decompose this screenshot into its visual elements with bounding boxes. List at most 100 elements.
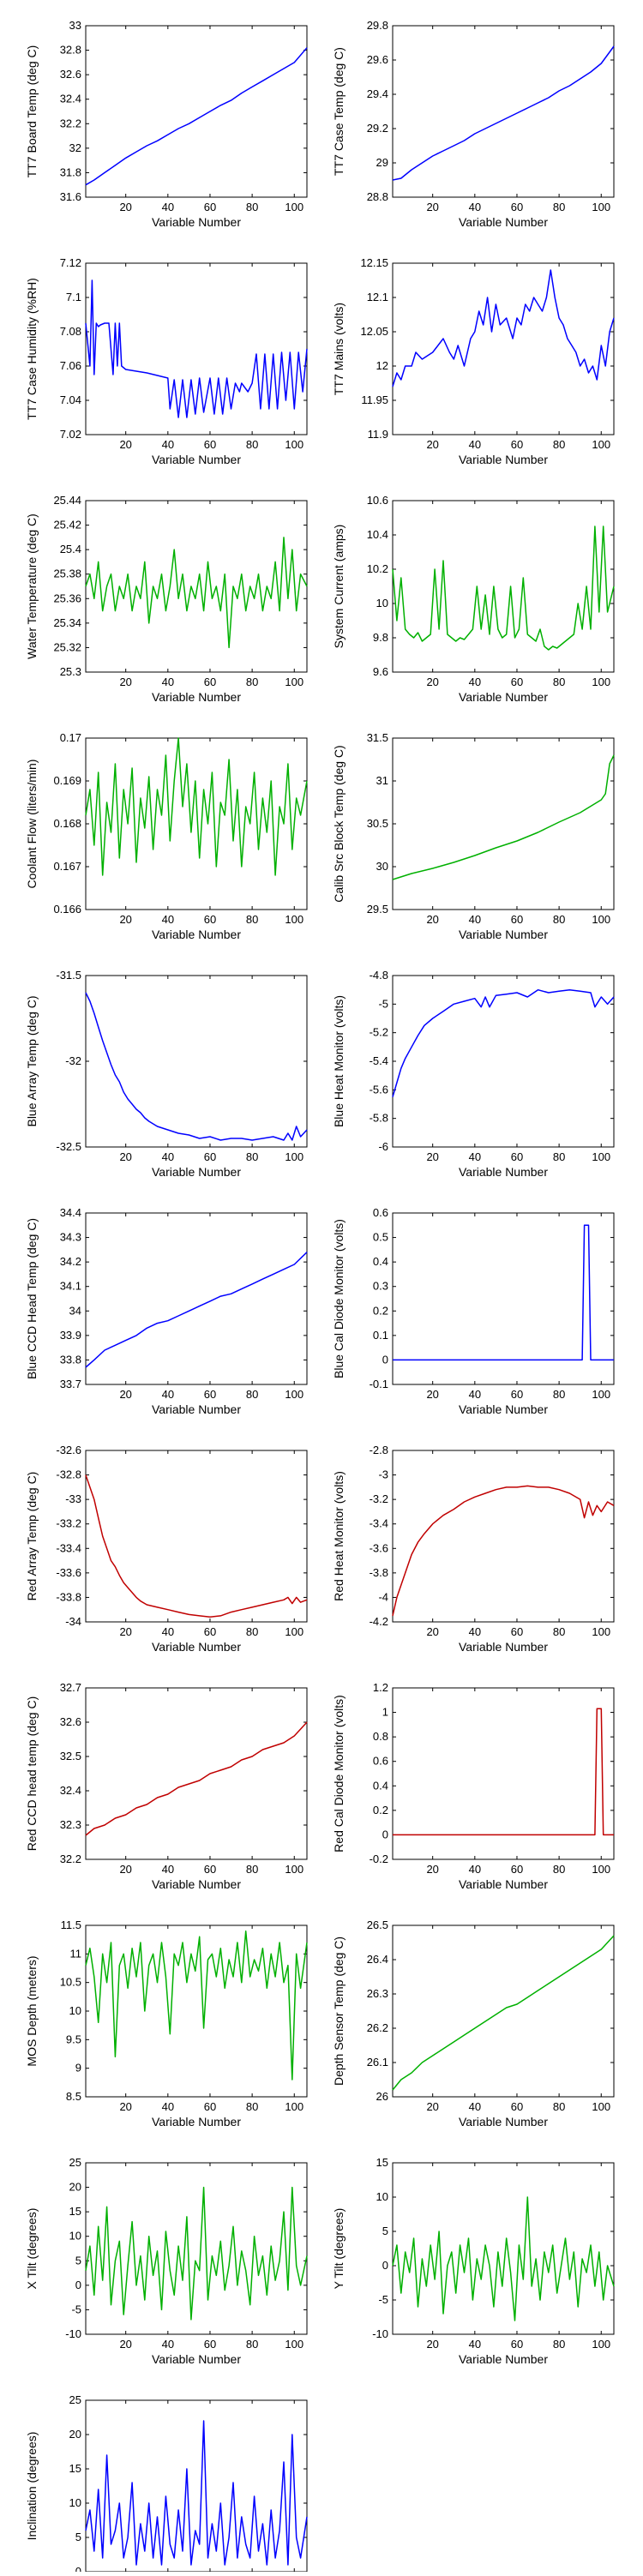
x-tick-label: 100 [285, 1863, 303, 1876]
x-tick-label: 20 [119, 2338, 131, 2351]
y-tick-label: -33 [65, 1492, 81, 1505]
chart-17: 20 40 60 80 100 8.5 9 9.5 10 10.5 11 11.5 Variable N… [25, 1918, 308, 2129]
x-tick-label: 80 [553, 1863, 565, 1876]
plot-frame [392, 1924, 615, 2098]
y-tick-label: 28.8 [367, 190, 388, 203]
x-tick-label: 100 [592, 201, 610, 213]
x-tick-label: 100 [285, 1150, 303, 1163]
y-tick-label: 32.2 [60, 1852, 81, 1865]
x-tick-label: 20 [426, 201, 438, 213]
x-tick-label: 60 [511, 201, 523, 213]
y-tick-label: -32.6 [56, 1444, 81, 1456]
y-tick-label: 20 [69, 2428, 81, 2441]
series-line [392, 525, 615, 651]
y-tick-label: 29.2 [367, 122, 388, 135]
y-tick-label: 11.95 [361, 393, 388, 406]
y-tick-label: 5 [75, 2254, 81, 2267]
chart-1: 20 40 60 80 100 31.6 31.8 32 32.2 32.4 32.6 32.8 33 V… [25, 19, 308, 229]
chart-13: 20 40 60 80 100 -34 -33.8 -33.6 -33.4 -33.2 -33 -32… [25, 1444, 308, 1654]
y-tick-label: 1.2 [373, 1681, 388, 1694]
y-tick-label: 32.4 [60, 1784, 81, 1797]
x-tick-label: 80 [246, 1625, 258, 1638]
y-tick-label: 25.32 [53, 640, 81, 653]
y-tick-label: -4.2 [370, 1615, 388, 1628]
y-tick-label: 0.6 [373, 1755, 388, 1768]
x-tick-label: 100 [285, 1625, 303, 1638]
y-axis-label: Red Heat Monitor (volts) [332, 1471, 346, 1601]
x-axis-label: Variable Number [152, 2115, 241, 2129]
y-tick-label: 15 [69, 2205, 81, 2218]
chart-15: 20 40 60 80 100 32.2 32.3 32.4 32.5 32.6 32.7 Varia… [25, 1681, 308, 1891]
y-tick-label: 5 [75, 2531, 81, 2543]
y-axis-label: Y Tilt (degrees) [332, 2208, 346, 2290]
x-tick-label: 80 [553, 1388, 565, 1401]
x-axis-label: Variable Number [152, 1640, 241, 1654]
y-axis-label: Depth Sensor Temp (deg C) [332, 1937, 346, 2086]
y-axis-label: Red CCD head temp (deg C) [25, 1696, 39, 1852]
x-tick-label: 100 [285, 2338, 303, 2351]
x-tick-label: 40 [162, 1388, 174, 1401]
chart-14: 20 40 60 80 100 -4.2 -4 -3.8 -3.6 -3.4 -3.2 -3 -2.8 V… [332, 1444, 615, 1654]
x-tick-label: 100 [592, 2338, 610, 2351]
y-tick-label: -32 [65, 1054, 81, 1067]
y-tick-label: -3.6 [370, 1541, 388, 1554]
y-tick-label: 32.8 [60, 44, 81, 57]
x-tick-label: 60 [204, 2338, 216, 2351]
x-tick-label: 60 [204, 2100, 216, 2113]
x-tick-label: 40 [162, 676, 174, 688]
y-tick-label: -0.1 [370, 1378, 388, 1390]
y-tick-label: 25.38 [53, 567, 81, 580]
x-axis-label: Variable Number [459, 928, 548, 941]
x-tick-label: 20 [426, 1625, 438, 1638]
x-tick-label: 20 [119, 438, 131, 451]
x-tick-label: 20 [119, 1625, 131, 1638]
chart-4: 20 40 60 80 100 11.9 11.95 12 12.05 12.1 12.15 Vari… [332, 256, 615, 466]
x-axis-label: Variable Number [152, 1877, 241, 1891]
y-tick-label: 33.8 [60, 1353, 81, 1366]
y-tick-label: 11.5 [61, 1918, 81, 1931]
y-tick-label: -3.4 [370, 1517, 388, 1530]
x-tick-label: 60 [204, 201, 216, 213]
y-tick-label: 0.1 [373, 1329, 388, 1342]
plot-frame [85, 2162, 308, 2335]
x-tick-label: 80 [553, 2100, 565, 2113]
chart-6: 20 40 60 80 100 9.6 9.8 10 10.2 10.4 10.6 Variable … [332, 494, 615, 704]
x-tick-label: 60 [511, 438, 523, 451]
y-tick-label: 30 [376, 860, 388, 873]
x-tick-label: 80 [246, 1150, 258, 1163]
x-tick-label: 40 [469, 1388, 481, 1401]
y-tick-label: 8.5 [66, 2090, 81, 2103]
y-tick-label: -2.8 [370, 1444, 388, 1456]
x-axis-label: Variable Number [459, 1877, 548, 1891]
x-tick-label: 40 [469, 2338, 481, 2351]
plot-frame [85, 25, 308, 198]
y-tick-label: -5 [378, 2293, 388, 2306]
y-axis-label: Red Array Temp (deg C) [25, 1472, 39, 1601]
y-tick-label: 25 [69, 2393, 81, 2406]
y-tick-label: 0.17 [60, 731, 81, 744]
y-tick-label: 10 [69, 2230, 81, 2243]
x-tick-label: 100 [592, 438, 610, 451]
y-tick-label: -33.2 [56, 1517, 81, 1530]
series-line [392, 754, 615, 880]
y-axis-label: TT7 Board Temp (deg C) [25, 45, 39, 178]
x-tick-label: 20 [426, 2338, 438, 2351]
x-tick-label: 60 [204, 1150, 216, 1163]
x-tick-label: 60 [204, 676, 216, 688]
series-line [85, 2420, 308, 2566]
plot-frame [85, 1687, 308, 1860]
x-axis-label: Variable Number [459, 2115, 548, 2129]
x-tick-label: 60 [511, 913, 523, 926]
plot-frame [392, 1212, 615, 1385]
y-tick-label: 25 [69, 2156, 81, 2169]
x-tick-label: 40 [469, 1863, 481, 1876]
y-tick-label: 0.166 [53, 903, 81, 916]
x-tick-label: 40 [162, 1863, 174, 1876]
x-tick-label: 100 [592, 2100, 610, 2113]
y-tick-label: 10.5 [60, 1976, 81, 1989]
y-axis-label: MOS Depth (meters) [25, 1955, 39, 2066]
y-tick-label: 32.6 [60, 68, 81, 81]
x-tick-label: 60 [204, 1625, 216, 1638]
series-line [85, 737, 308, 876]
